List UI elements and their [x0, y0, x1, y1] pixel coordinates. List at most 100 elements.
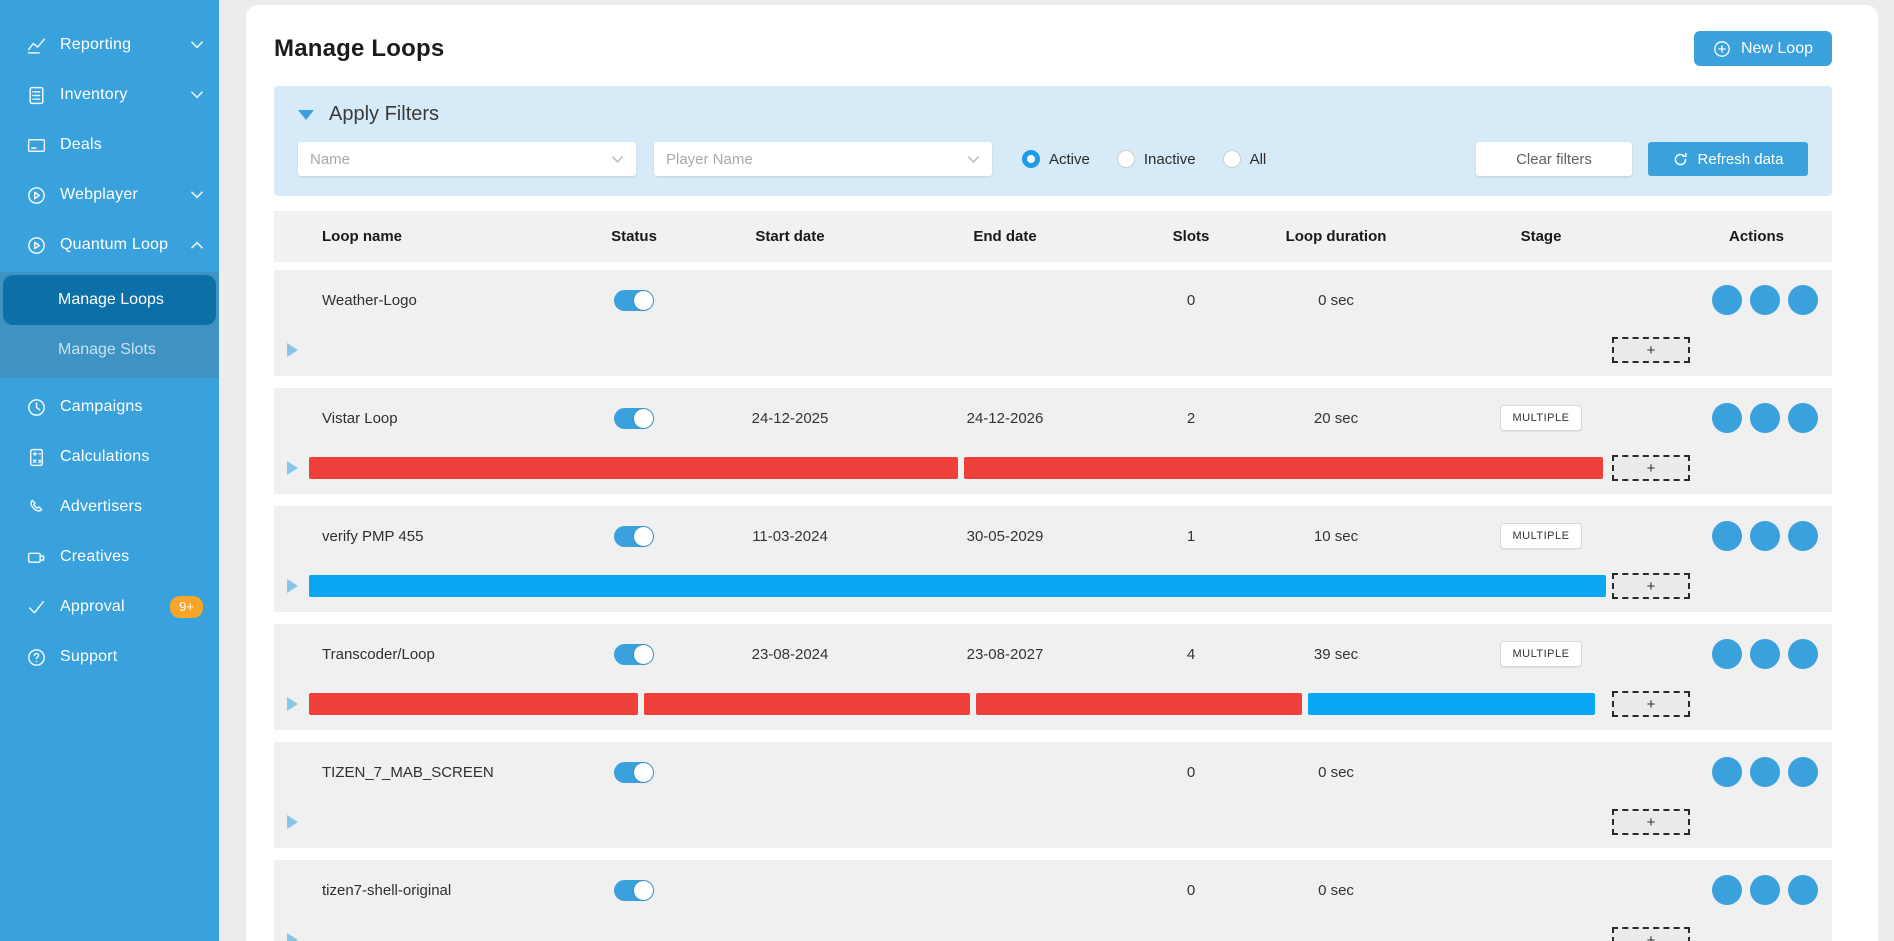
view-button[interactable] [1712, 285, 1742, 315]
delete-button[interactable] [1788, 521, 1818, 551]
sidebar-item-quantum-loop[interactable]: Quantum Loop [0, 220, 219, 270]
edit-button[interactable] [1750, 875, 1780, 905]
delete-button[interactable] [1788, 639, 1818, 669]
status-toggle[interactable] [614, 643, 654, 665]
loop-row-vistar-loop: Vistar Loop 24-12-2025 24-12-2026 2 20 s… [274, 388, 1832, 494]
view-button[interactable] [1712, 875, 1742, 905]
sidebar-item-deals[interactable]: Deals [0, 120, 219, 170]
row-expander-arrow-icon[interactable] [287, 933, 298, 941]
sidebar-item-campaigns[interactable]: Campaigns [0, 382, 219, 432]
add-slot-button[interactable]: + [1612, 573, 1690, 599]
add-slot-button[interactable]: + [1612, 927, 1690, 941]
row-main-line: Vistar Loop 24-12-2025 24-12-2026 2 20 s… [274, 394, 1832, 442]
slot-bar-track [309, 457, 1606, 479]
radio-label: Inactive [1143, 150, 1196, 168]
delete-button[interactable] [1788, 403, 1818, 433]
row-expander-arrow-icon[interactable] [287, 579, 298, 593]
refresh-data-button[interactable]: Refresh data [1648, 142, 1808, 176]
clear-filters-button[interactable]: Clear filters [1476, 142, 1632, 176]
loop-row-transcoder-loop: Transcoder/Loop 23-08-2024 23-08-2027 4 … [274, 624, 1832, 730]
slots-count: 4 [1186, 645, 1196, 663]
add-slot-button[interactable]: + [1612, 337, 1690, 363]
sidebar-item-webplayer[interactable]: Webplayer [0, 170, 219, 220]
slot-bar-segment-red[interactable] [644, 693, 970, 715]
edit-button[interactable] [1750, 285, 1780, 315]
view-button[interactable] [1712, 521, 1742, 551]
radio-icon[interactable] [1116, 150, 1135, 168]
delete-button[interactable] [1788, 757, 1818, 787]
sidebar-item-advertisers[interactable]: Advertisers [0, 482, 219, 532]
loop-row-weather-logo: Weather-Logo 0 0 sec + [274, 270, 1832, 376]
status-toggle[interactable] [614, 879, 654, 901]
row-expander-arrow-icon[interactable] [287, 343, 298, 357]
help-icon [26, 647, 47, 668]
start-date: 23-08-2024 [751, 645, 829, 663]
slot-bar-segment-red[interactable] [975, 693, 1302, 715]
loop-row-tizen-7-mab-screen: TIZEN_7_MAB_SCREEN 0 0 sec + [274, 742, 1832, 848]
sidebar-item-label: Support [60, 648, 118, 665]
sidebar-item-calculations[interactable]: Calculations [0, 432, 219, 482]
plus-circle-icon [1713, 40, 1731, 58]
sidebar-subitem-manage-slots[interactable]: Manage Slots [0, 325, 219, 375]
slot-bar-segment-blue[interactable] [1307, 693, 1596, 715]
stage-badge: MULTIPLE [1499, 523, 1583, 549]
delete-button[interactable] [1788, 285, 1818, 315]
main-content-card: Manage Loops New Loop Apply Filters Name… [246, 5, 1878, 941]
radio-icon[interactable] [1022, 150, 1040, 168]
chevron-down-icon [191, 41, 203, 49]
edit-button[interactable] [1750, 757, 1780, 787]
play-circle-icon [26, 185, 47, 206]
row-slots-line: + [274, 327, 1832, 373]
sidebar-item-inventory[interactable]: Inventory [0, 70, 219, 120]
row-slots-line: + [274, 917, 1832, 941]
slot-bar-segment-red[interactable] [309, 693, 639, 715]
radio-option-inactive[interactable]: Inactive [1116, 150, 1196, 168]
sidebar-item-support[interactable]: Support [0, 632, 219, 682]
sidebar-item-reporting[interactable]: Reporting [0, 20, 219, 70]
collapse-triangle-icon[interactable] [298, 109, 314, 120]
radio-option-active[interactable]: Active [1022, 150, 1090, 168]
player-name-filter-placeholder: Player Name [666, 150, 753, 168]
delete-button[interactable] [1788, 875, 1818, 905]
slot-bar-track [309, 575, 1606, 597]
view-button[interactable] [1712, 757, 1742, 787]
add-slot-button[interactable]: + [1612, 809, 1690, 835]
player-name-filter-select[interactable]: Player Name [654, 142, 992, 176]
status-radio-group: Active Inactive All [1022, 150, 1266, 168]
row-expander-arrow-icon[interactable] [287, 815, 298, 829]
slots-count: 0 [1186, 881, 1196, 899]
add-slot-button[interactable]: + [1612, 455, 1690, 481]
radio-icon[interactable] [1222, 150, 1241, 168]
sidebar-subitem-manage-loops[interactable]: Manage Loops [3, 275, 216, 325]
row-expander-arrow-icon[interactable] [287, 461, 298, 475]
slot-bar-segment-red[interactable] [309, 457, 958, 479]
play-circle-icon [26, 235, 47, 256]
loop-row-tizen7-shell-original: tizen7-shell-original 0 0 sec + [274, 860, 1832, 941]
check-icon [26, 597, 47, 618]
row-expander-arrow-icon[interactable] [287, 697, 298, 711]
status-toggle[interactable] [614, 289, 654, 311]
new-loop-button[interactable]: New Loop [1693, 31, 1832, 66]
row-actions [1654, 639, 1832, 669]
status-toggle[interactable] [614, 761, 654, 783]
chevron-down-icon [967, 155, 980, 164]
loop-name: tizen7-shell-original [322, 881, 452, 899]
edit-button[interactable] [1750, 521, 1780, 551]
slot-bar-segment-red[interactable] [963, 457, 1603, 479]
status-toggle[interactable] [614, 407, 654, 429]
edit-button[interactable] [1750, 639, 1780, 669]
edit-button[interactable] [1750, 403, 1780, 433]
add-slot-button[interactable]: + [1612, 691, 1690, 717]
filter-panel-title: Apply Filters [329, 103, 440, 125]
sidebar-item-creatives[interactable]: Creatives [0, 532, 219, 582]
view-button[interactable] [1712, 403, 1742, 433]
radio-option-all[interactable]: All [1222, 150, 1266, 168]
view-button[interactable] [1712, 639, 1742, 669]
sidebar-item-approval[interactable]: Approval 9+ [0, 582, 219, 632]
status-toggle[interactable] [614, 525, 654, 547]
slot-bar-segment-blue[interactable] [309, 575, 1606, 597]
row-main-line: verify PMP 455 11-03-2024 30-05-2029 1 1… [274, 512, 1832, 560]
column-header-start-date: Start date [755, 228, 825, 245]
name-filter-select[interactable]: Name [298, 142, 636, 176]
slots-count: 1 [1186, 527, 1196, 545]
